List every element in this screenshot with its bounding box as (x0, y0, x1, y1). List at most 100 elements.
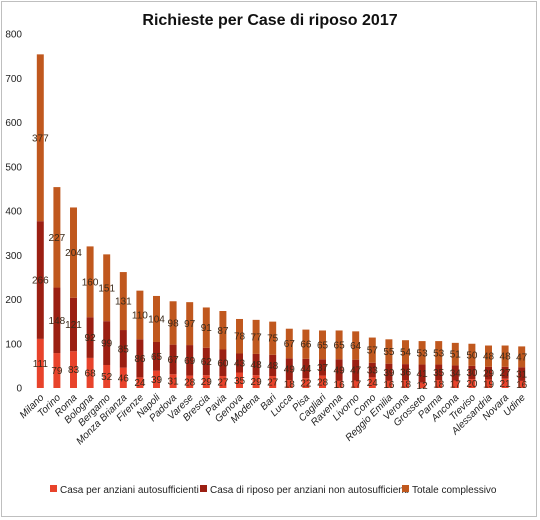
data-label: 31 (168, 377, 180, 388)
data-label: 66 (300, 340, 312, 351)
bar-segment (202, 307, 210, 348)
data-label: 79 (51, 366, 63, 377)
bar-segment (402, 364, 409, 381)
bar-segment (236, 318, 243, 354)
data-label: 53 (417, 348, 429, 359)
y-axis: 0 100 200 300 400 500 600 700 800 (5, 30, 22, 395)
data-label: 67 (168, 355, 180, 366)
data-label: 77 (251, 332, 263, 343)
data-label: 65 (334, 340, 346, 351)
bar-segment (86, 246, 94, 318)
data-label: 160 (82, 277, 99, 288)
data-label: 47 (350, 366, 362, 377)
data-label: 27 (500, 368, 512, 379)
bar-segment (368, 337, 376, 363)
bar-segment (418, 341, 426, 365)
y-tick-label: 300 (5, 251, 22, 262)
data-label: 86 (134, 354, 146, 365)
data-label: 48 (267, 361, 279, 372)
bar-segment (36, 54, 44, 222)
bar-segment (136, 290, 144, 340)
legend-label: Casa di riposo per anziani non autosuffi… (210, 485, 409, 496)
data-label: 18 (433, 380, 445, 391)
bar-segment (169, 374, 177, 388)
data-label: 27 (267, 378, 279, 389)
data-label: 39 (151, 375, 163, 386)
data-label: 92 (85, 333, 97, 344)
data-labels: 1112663777914822783121204689216052991514… (32, 133, 528, 392)
data-label: 97 (184, 319, 196, 330)
bar-segment (468, 379, 476, 388)
data-label: 104 (148, 314, 165, 325)
data-label: 91 (201, 323, 213, 334)
bar-segment (202, 375, 210, 388)
bar-segment (70, 297, 77, 352)
bar-segment (53, 287, 61, 354)
data-label: 30 (466, 368, 478, 379)
bar-segment (501, 378, 509, 388)
bar-segment (236, 353, 243, 373)
data-label: 377 (32, 133, 49, 144)
bar-segment (518, 367, 526, 381)
bar-segment (153, 341, 160, 371)
bar-segment (335, 359, 343, 381)
bar-segment (219, 376, 227, 388)
y-tick-label: 800 (5, 30, 22, 41)
data-label: 151 (98, 283, 115, 294)
y-tick-label: 600 (5, 118, 22, 129)
data-label: 18 (400, 380, 412, 391)
bar-segment (103, 254, 111, 322)
bar-segment (435, 364, 443, 381)
data-label: 29 (201, 377, 213, 388)
data-label: 20 (466, 379, 478, 390)
bar-segment (169, 344, 177, 375)
data-label: 50 (466, 350, 478, 361)
data-label: 49 (334, 366, 346, 377)
data-label: 44 (300, 364, 312, 375)
bar-segment (451, 365, 459, 381)
bar-segment (103, 321, 111, 365)
data-label: 39 (383, 368, 395, 379)
bar-segment (219, 349, 227, 377)
data-label: 33 (367, 366, 379, 377)
bar-segment (319, 375, 326, 388)
bar-segment (435, 341, 443, 365)
data-label: 29 (251, 377, 263, 388)
bar-segment (153, 370, 160, 388)
bar-segment (319, 330, 326, 360)
bar-segment (302, 329, 310, 359)
bar-segment (352, 380, 360, 388)
bar-segment (385, 339, 393, 364)
bar-segment (186, 345, 194, 376)
data-label: 68 (85, 368, 97, 379)
bar-segment (319, 359, 326, 376)
bar-segment (36, 221, 44, 339)
y-tick-label: 500 (5, 162, 22, 173)
bar-segment (70, 207, 77, 298)
data-label: 54 (400, 348, 412, 359)
data-label: 28 (317, 377, 329, 388)
bar-segment (385, 363, 393, 381)
bar-segment (285, 358, 293, 381)
legend-swatch (50, 485, 57, 492)
data-label: 16 (516, 380, 528, 391)
data-label: 83 (68, 365, 80, 376)
data-label: 204 (65, 248, 82, 259)
bar-segment (103, 364, 111, 388)
data-label: 16 (334, 380, 346, 391)
data-label: 36 (400, 368, 412, 379)
bar-segment (269, 321, 277, 355)
data-label: 24 (134, 378, 146, 389)
y-tick-label: 400 (5, 207, 22, 218)
bar-segment (285, 328, 293, 359)
bar-segment (86, 317, 94, 358)
bar-segment (136, 377, 144, 388)
y-tick-label: 700 (5, 74, 22, 85)
data-label: 29 (483, 369, 495, 380)
bar-segment (236, 372, 243, 388)
data-label: 148 (49, 316, 66, 327)
data-label: 227 (49, 233, 66, 244)
data-label: 99 (101, 339, 113, 350)
